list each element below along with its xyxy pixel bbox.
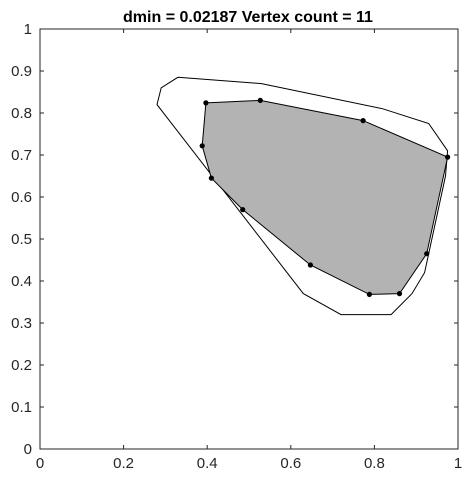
vertex-point bbox=[424, 251, 430, 257]
inner-polygon-layer bbox=[201, 99, 449, 295]
inner-polygon bbox=[201, 99, 449, 295]
y-tick-label: 0.6 bbox=[11, 189, 32, 206]
y-tick-label: 0.5 bbox=[11, 231, 32, 248]
vertex-point bbox=[240, 207, 246, 213]
chart-title: dmin = 0.02187 Vertex count = 11 bbox=[123, 9, 373, 26]
vertex-point bbox=[360, 118, 366, 124]
y-tick-label: 0.2 bbox=[11, 357, 32, 374]
x-tick-label: 0.2 bbox=[113, 455, 134, 472]
vertex-point bbox=[366, 291, 372, 297]
vertex-point bbox=[199, 143, 205, 149]
y-tick-label: 0.8 bbox=[11, 105, 32, 122]
y-tick-label: 0.7 bbox=[11, 147, 32, 164]
vertex-point bbox=[445, 154, 451, 160]
vertex-point bbox=[208, 175, 214, 181]
x-tick-label: 0.6 bbox=[280, 455, 301, 472]
vertex-point bbox=[257, 97, 263, 103]
y-tick-label: 0.4 bbox=[11, 273, 32, 290]
x-tick-label: 0.4 bbox=[197, 455, 218, 472]
y-tick-label: 1 bbox=[24, 21, 32, 38]
y-tick-label: 0.1 bbox=[11, 399, 32, 416]
x-tick-label: 0 bbox=[36, 455, 44, 472]
vertex-point bbox=[396, 291, 403, 297]
vertex-point bbox=[307, 262, 313, 268]
y-tick-label: 0.9 bbox=[11, 63, 32, 80]
outer-polygon-layer bbox=[156, 76, 449, 316]
y-tick-label: 0.3 bbox=[11, 315, 32, 332]
x-tick-label: 0.8 bbox=[364, 455, 385, 472]
y-tick-label: 0 bbox=[24, 441, 32, 458]
x-tick-label: 1 bbox=[454, 455, 462, 472]
outer-polygon bbox=[156, 76, 449, 316]
vertex-markers bbox=[199, 97, 451, 297]
vertex-point bbox=[203, 100, 209, 106]
axis-ticks: 0 0.2 0.4 0.6 0.8 1 0 0.1 0.2 0.3 0.4 0.5 0.6 0.7 0.8 0… bbox=[11, 21, 462, 472]
